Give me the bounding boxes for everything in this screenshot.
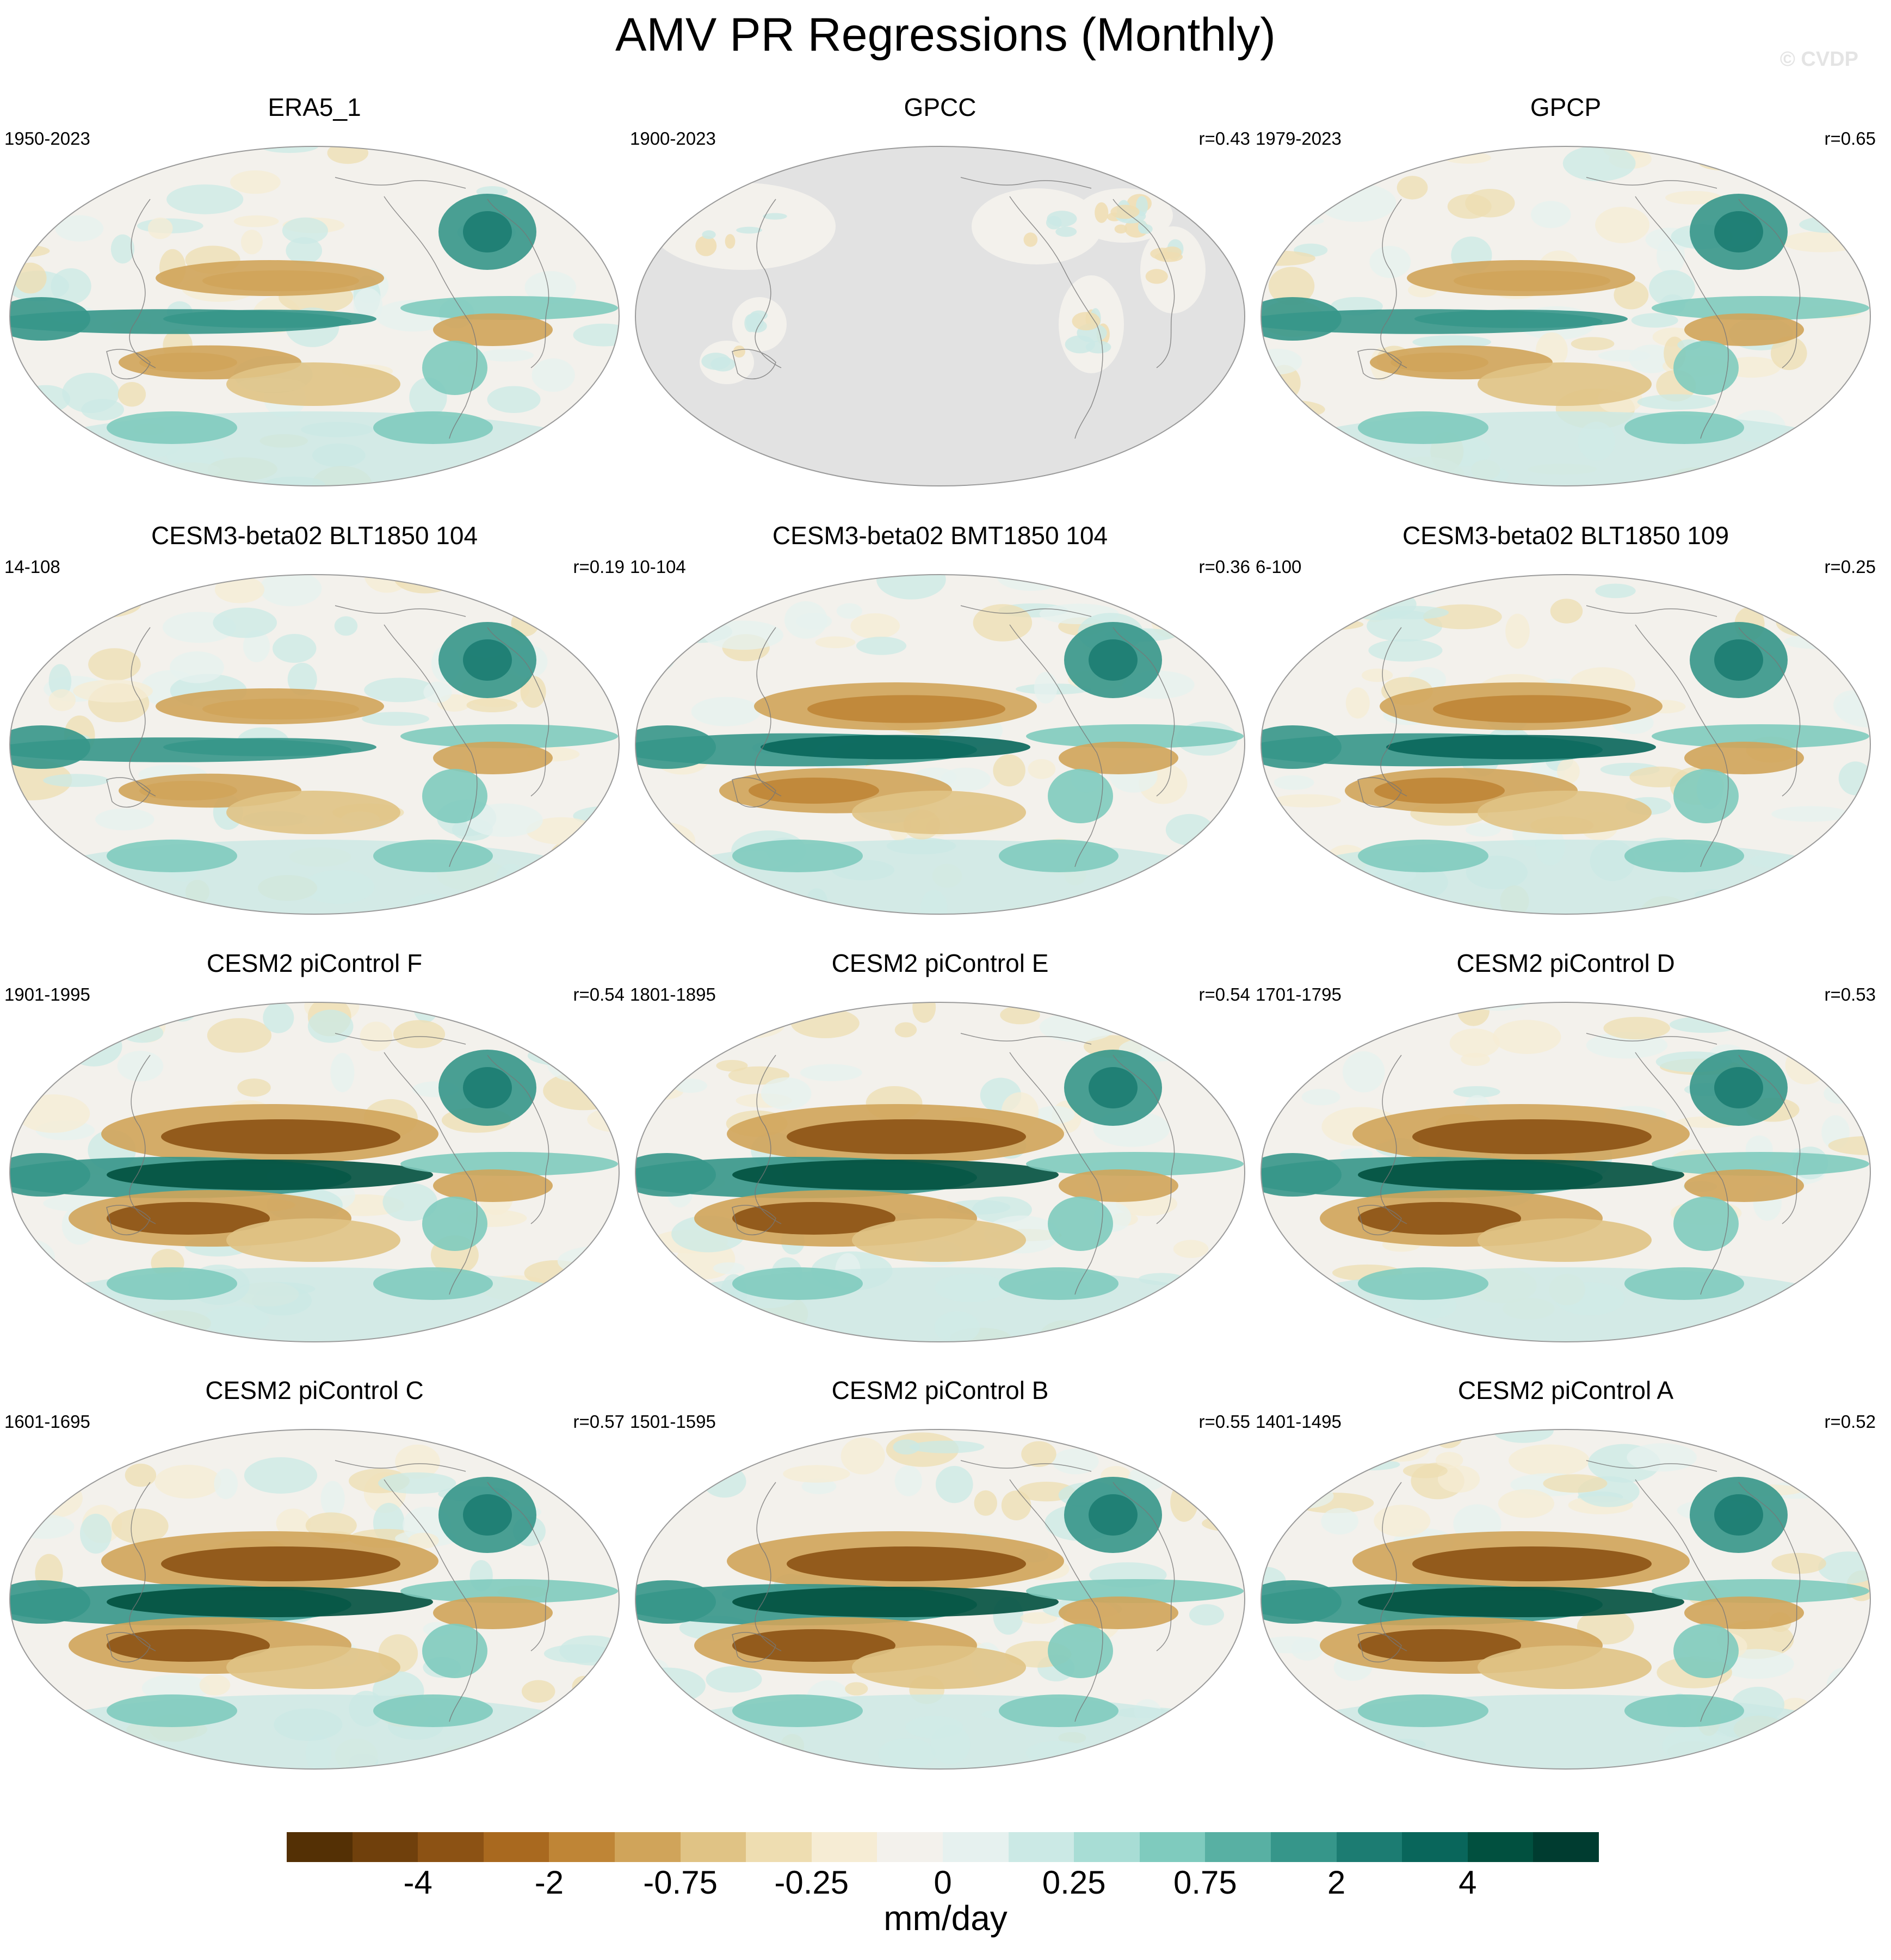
map-panel: CESM3-beta02 BLT1850 109 6-100 r=0.25: [1256, 521, 1876, 918]
panel-pattern-correlation: r=0.57: [573, 1412, 625, 1432]
map-panel: CESM2 piControl F 1901-1995 r=0.54: [4, 948, 625, 1346]
colorbar-swatch: [287, 1832, 353, 1862]
map-panel: CESM3-beta02 BLT1850 104 14-108 r=0.19: [4, 521, 625, 918]
panel-period: 6-100: [1256, 557, 1302, 577]
panel-period: 1901-1995: [4, 984, 90, 1004]
panel-pattern-correlation: r=0.55: [1198, 1412, 1251, 1432]
regression-map: [1260, 574, 1871, 915]
colorbar-tick-label: -4: [403, 1864, 432, 1901]
colorbar-swatch: [614, 1832, 681, 1862]
colorbar-tick-label: -0.25: [774, 1864, 849, 1901]
panel-title: CESM3-beta02 BLT1850 104: [151, 521, 478, 550]
panel-period: 1950-2023: [4, 128, 90, 149]
map-panel: ERA5_1 1950-2023: [4, 93, 625, 490]
panel-pattern-correlation: r=0.36: [1198, 557, 1251, 577]
panel-pattern-correlation: r=0.53: [1824, 984, 1876, 1004]
colorbar-tick-label: 0.25: [1042, 1864, 1106, 1901]
colorbar-swatch: [1008, 1832, 1074, 1862]
map-panel: CESM3-beta02 BMT1850 104 10-104 r=0.36: [630, 521, 1250, 918]
regression-map: [1260, 1429, 1871, 1770]
panel-pattern-correlation: r=0.52: [1824, 1412, 1876, 1432]
map-panel: CESM2 piControl E 1801-1895 r=0.54: [630, 948, 1250, 1346]
colorbar-swatch: [1074, 1832, 1140, 1862]
panel-period: 1979-2023: [1256, 128, 1342, 149]
colorbar-tick-label: 4: [1459, 1864, 1477, 1901]
colorbar-swatch: [549, 1832, 615, 1862]
panel-period: 1501-1595: [630, 1412, 716, 1432]
colorbar-units: mm/day: [883, 1899, 1008, 1938]
panel-title: CESM3-beta02 BMT1850 104: [772, 521, 1108, 550]
panel-title: ERA5_1: [268, 93, 361, 121]
panel-title: CESM2 piControl A: [1457, 1376, 1674, 1404]
regression-map: [9, 1429, 620, 1770]
colorbar-swatch: [1467, 1832, 1534, 1862]
panel-title: CESM2 piControl F: [206, 949, 423, 977]
colorbar-swatch: [746, 1832, 812, 1862]
panel-period: 1701-1795: [1256, 984, 1342, 1004]
panel-pattern-correlation: r=0.54: [1198, 984, 1251, 1004]
map-panel: CESM2 piControl A 1401-1495 r=0.52: [1256, 1376, 1876, 1773]
map-panel: CESM2 piControl D 1701-1795 r=0.53: [1256, 948, 1876, 1346]
colorbar-swatch: [877, 1832, 943, 1862]
regression-map: [9, 574, 620, 915]
colorbar-swatch: [1139, 1832, 1206, 1862]
map-panel: GPCP 1979-2023 r=0.65: [1256, 93, 1876, 490]
panel-title: CESM2 piControl B: [831, 1376, 1049, 1404]
colorbar-swatch: [680, 1832, 746, 1862]
panel-period: 1801-1895: [630, 984, 716, 1004]
colorbar-tick-label: 0: [934, 1864, 952, 1901]
colorbar-swatch: [418, 1832, 484, 1862]
regression-map: [635, 574, 1245, 915]
colorbar-swatch: [1336, 1832, 1402, 1862]
map-panel: CESM2 piControl C 1601-1695 r=0.57: [4, 1376, 625, 1773]
colorbar-swatch: [483, 1832, 549, 1862]
panel-period: 14-108: [4, 557, 60, 577]
map-panel: GPCC 1900-2023 r=0.43: [630, 93, 1250, 490]
panel-pattern-correlation: r=0.65: [1824, 128, 1876, 149]
colorbar-swatch: [352, 1832, 418, 1862]
panel-title: GPCC: [904, 93, 977, 121]
colorbar-swatch: [1533, 1832, 1599, 1862]
panel-title: GPCP: [1530, 93, 1602, 121]
regression-map: [9, 1002, 620, 1342]
panel-pattern-correlation: r=0.43: [1198, 128, 1251, 149]
regression-map: [635, 1429, 1245, 1770]
panel-pattern-correlation: r=0.54: [573, 984, 625, 1004]
regression-map: [635, 1002, 1245, 1342]
panel-period: 10-104: [630, 557, 686, 577]
colorbar-swatch: [811, 1832, 877, 1862]
colorbar-tick-label: 2: [1327, 1864, 1346, 1901]
regression-map: [9, 146, 620, 486]
panel-title: CESM2 piControl C: [205, 1376, 424, 1404]
panel-period: 1900-2023: [630, 128, 716, 149]
panel-period: 1401-1495: [1256, 1412, 1342, 1432]
panel-title: CESM3-beta02 BLT1850 109: [1402, 521, 1729, 550]
map-panel: CESM2 piControl B 1501-1595 r=0.55: [630, 1376, 1250, 1773]
colorbar-swatch: [1402, 1832, 1468, 1862]
colorbar: [287, 1832, 1599, 1862]
figure-title: AMV PR Regressions (Monthly): [615, 9, 1276, 61]
panel-title: CESM2 piControl D: [1456, 949, 1675, 977]
regression-map: [1260, 146, 1871, 486]
colorbar-tick-label: -0.75: [643, 1864, 718, 1901]
panel-pattern-correlation: r=0.25: [1824, 557, 1876, 577]
colorbar-tick-label: -2: [534, 1864, 564, 1901]
watermark: © CVDP: [1779, 48, 1858, 71]
colorbar-swatch: [1270, 1832, 1337, 1862]
colorbar-swatch: [1205, 1832, 1271, 1862]
regression-map: [635, 146, 1245, 486]
regression-map: [1260, 1002, 1871, 1342]
panel-period: 1601-1695: [4, 1412, 90, 1432]
colorbar-swatch: [942, 1832, 1009, 1862]
panel-pattern-correlation: r=0.19: [573, 557, 625, 577]
panel-title: CESM2 piControl E: [831, 949, 1049, 977]
colorbar-tick-label: 0.75: [1173, 1864, 1237, 1901]
